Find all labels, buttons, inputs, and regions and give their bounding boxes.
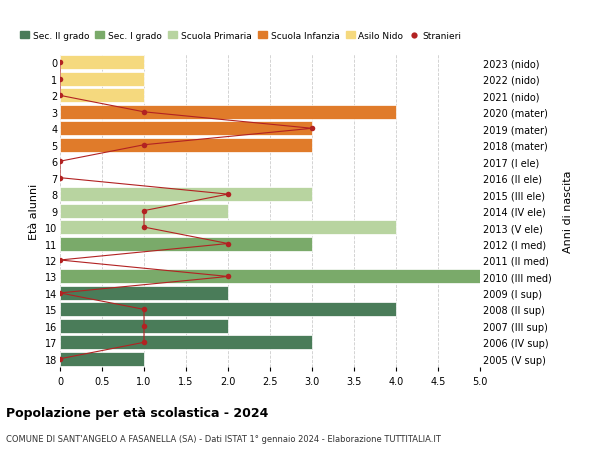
Bar	[60, 73, 144, 87]
Text: COMUNE DI SANT'ANGELO A FASANELLA (SA) - Dati ISTAT 1° gennaio 2024 - Elaborazio: COMUNE DI SANT'ANGELO A FASANELLA (SA) -…	[6, 434, 441, 443]
Bar	[60, 303, 396, 317]
Bar	[60, 56, 144, 70]
Text: Popolazione per età scolastica - 2024: Popolazione per età scolastica - 2024	[6, 406, 268, 419]
Bar	[60, 188, 312, 202]
Bar	[60, 139, 312, 152]
Bar	[60, 319, 228, 333]
Bar	[60, 106, 396, 119]
Bar	[60, 221, 396, 235]
Bar	[60, 237, 312, 251]
Bar	[60, 122, 312, 136]
Bar	[60, 270, 480, 284]
Y-axis label: Anni di nascita: Anni di nascita	[563, 170, 572, 252]
Bar	[60, 286, 228, 300]
Legend: Sec. II grado, Sec. I grado, Scuola Primaria, Scuola Infanzia, Asilo Nido, Stran: Sec. II grado, Sec. I grado, Scuola Prim…	[16, 28, 465, 45]
Y-axis label: Età alunni: Età alunni	[29, 183, 39, 239]
Bar	[60, 89, 144, 103]
Bar	[60, 336, 312, 350]
Bar	[60, 204, 228, 218]
Bar	[60, 352, 144, 366]
